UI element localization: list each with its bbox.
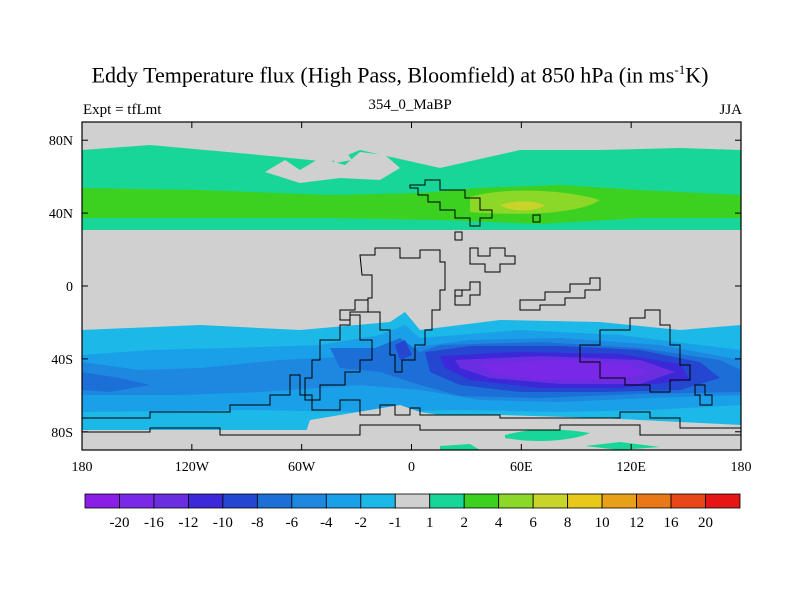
colorbar-label: -12: [178, 515, 198, 531]
colorbar-swatch: [222, 493, 258, 509]
colorbar-label: 6: [529, 515, 537, 531]
y-tick-label: 0: [66, 280, 73, 295]
colorbar-label: 1: [426, 515, 434, 531]
colorbar-label: -8: [251, 515, 264, 531]
x-tick-label: 60W: [288, 460, 316, 475]
y-tick-label: 40S: [51, 353, 73, 368]
colorbar-label: -16: [144, 515, 164, 531]
model-label: 354_0_MaBP: [368, 97, 452, 113]
coastline-arabia: [469, 247, 516, 273]
coastline-nz: [694, 384, 713, 406]
colorbar-label: -2: [355, 515, 368, 531]
colorbar-swatch: [670, 493, 706, 509]
colorbar-swatch: [532, 493, 569, 509]
nh-band-level-4: [500, 201, 545, 211]
colorbar-swatch: [636, 493, 672, 509]
colorbar-label: 4: [495, 515, 503, 531]
experiment-label: Expt = tfLmt: [83, 102, 162, 118]
antarctic-level-1: [505, 429, 660, 450]
colorbar: -20 -16 -12 -10 -8 -6 -4 -2 -1 1 2 4 6 8 10 12 16 20: [84, 493, 741, 531]
colorbar-label: -10: [213, 515, 233, 531]
x-tick-label: 180: [731, 460, 752, 475]
x-tick-label: 180: [72, 460, 93, 475]
x-tick-label: 120E: [616, 460, 646, 475]
colorbar-swatch: [463, 493, 500, 509]
antarctic-gray: [300, 405, 741, 450]
colorbar-label: 10: [595, 515, 610, 531]
y-tick-label: 40N: [49, 207, 73, 222]
coastline-central-america: [339, 299, 369, 321]
coastline-africa: [359, 247, 446, 373]
colorbar-label: -4: [320, 515, 333, 531]
coastline-small-islands: [454, 214, 541, 297]
colorbar-label: -1: [389, 515, 402, 531]
colorbar-label: 20: [698, 515, 713, 531]
season-label: JJA: [719, 102, 742, 118]
coastline-nh: [409, 179, 493, 227]
colorbar-swatch: [119, 493, 155, 509]
x-tick-label: 60E: [510, 460, 533, 475]
y-axis: 80N 40N 0 40S 80S: [49, 134, 741, 441]
colorbar-swatch: [705, 493, 741, 509]
nh-band-level-3: [470, 190, 600, 214]
arctic-gray-patch-2: [330, 150, 352, 163]
coastlines: [82, 179, 741, 436]
colorbar-swatch: [256, 493, 293, 509]
colorbar-swatch: [429, 493, 465, 509]
chart-title: Eddy Temperature flux (High Pass, Bloomf…: [91, 62, 709, 88]
x-tick-label: 120W: [175, 460, 210, 475]
colorbar-swatch: [153, 493, 189, 509]
colorbar-label: -20: [109, 515, 129, 531]
x-tick-label: 0: [408, 460, 415, 475]
coastline-antarctica: [82, 374, 741, 436]
map-field: [82, 122, 741, 450]
colorbar-swatch: [601, 493, 637, 509]
colorbar-swatch: [325, 493, 362, 509]
colorbar-swatch: [360, 493, 396, 509]
coastline-indonesia: [519, 277, 601, 311]
y-tick-label: 80S: [51, 426, 73, 441]
antarctic-level-1-b: [440, 444, 480, 450]
x-axis: 180 120W 60W 0 60E 120E 180: [72, 122, 752, 475]
coastline-australia: [579, 309, 691, 393]
colorbar-label: 12: [629, 515, 644, 531]
coastline-south-america: [304, 314, 373, 401]
arctic-gray-patch: [265, 152, 400, 183]
colorbar-swatch: [188, 493, 224, 509]
sh-band-level-8: [480, 360, 650, 380]
colorbar-label: 8: [564, 515, 572, 531]
colorbar-swatch: [567, 493, 603, 509]
colorbar-swatch: [498, 493, 534, 509]
colorbar-swatch: [84, 493, 120, 509]
colorbar-label: 2: [460, 515, 468, 531]
colorbar-swatch: [291, 493, 327, 509]
colorbar-swatch: [394, 493, 431, 509]
coastline-india: [454, 281, 481, 306]
colorbar-label: 16: [664, 515, 680, 531]
colorbar-label: -6: [286, 515, 299, 531]
y-tick-label: 80N: [49, 134, 73, 149]
